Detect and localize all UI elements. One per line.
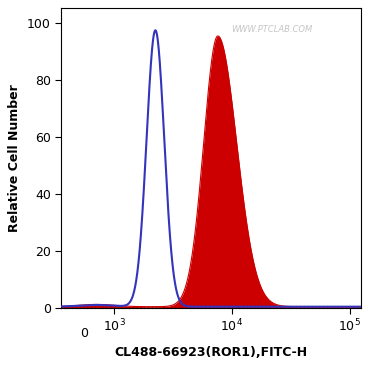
- X-axis label: CL488-66923(ROR1),FITC-H: CL488-66923(ROR1),FITC-H: [115, 346, 308, 359]
- Y-axis label: Relative Cell Number: Relative Cell Number: [9, 84, 21, 232]
- Text: 0: 0: [80, 327, 88, 340]
- Text: WWW.PTCLAB.COM: WWW.PTCLAB.COM: [231, 25, 312, 34]
